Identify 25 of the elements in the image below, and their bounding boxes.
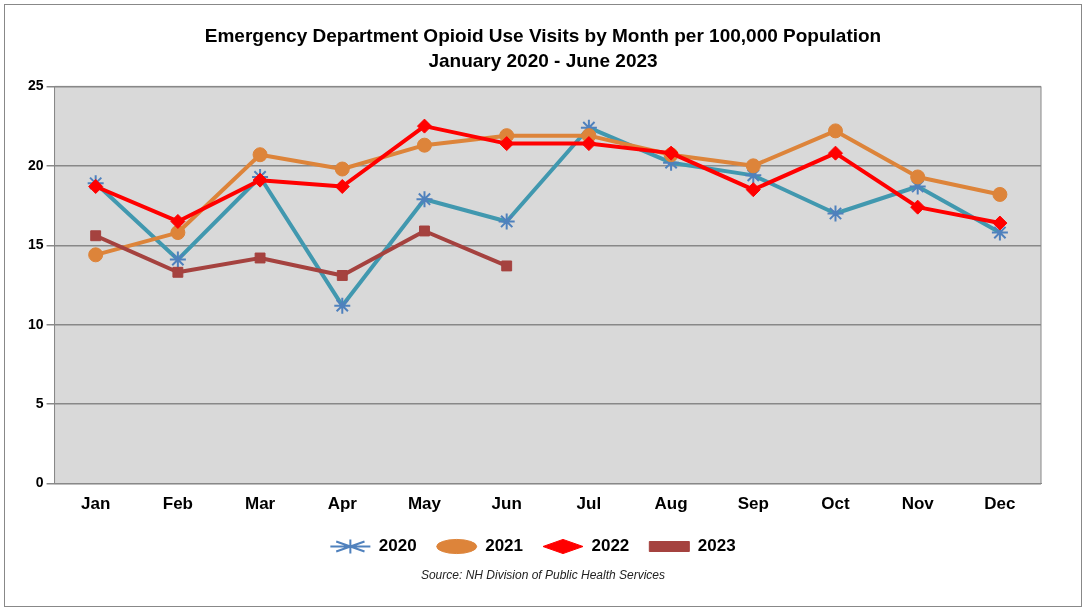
legend-label: 2020 [378,536,417,556]
x-tick-label: Sep [737,494,769,514]
y-tick-label: 15 [27,236,44,253]
x-tick-label: May [407,494,442,514]
source-note: Source: NH Division of Public Health Services [419,568,667,582]
chart-subtitle: January 2020 - June 2023 [427,49,659,73]
x-tick-label: Jul [576,494,602,514]
x-tick-label: Feb [162,494,193,514]
x-tick-label: Mar [244,494,276,514]
x-tick-label: Oct [821,494,850,514]
legend-label: 2023 [697,536,736,556]
y-tick-label: 5 [35,395,44,412]
y-tick-label: 0 [35,474,44,491]
x-tick-label: Nov [901,494,935,514]
x-tick-label: Aug [654,494,688,514]
x-tick-label: Dec [984,494,1016,514]
x-tick-label: Jan [81,494,111,514]
legend-label: 2021 [485,536,524,556]
y-tick-label: 10 [27,315,44,332]
y-tick-label: 20 [27,156,44,173]
x-tick-label: Apr [327,494,358,514]
legend-label: 2022 [591,536,630,556]
y-tick-label: 25 [27,77,44,94]
x-tick-label: Jun [491,494,522,514]
chart-title: Emergency Department Opioid Use Visits by Month per 100,000 Population [203,24,883,48]
